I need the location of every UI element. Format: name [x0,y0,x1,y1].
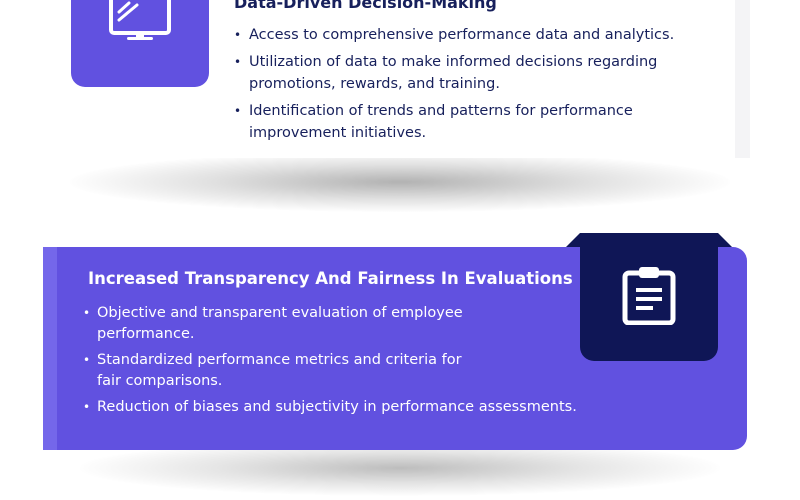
list-item: Reduction of biases and subjectivity in … [83,397,603,418]
card-accent-strip [43,247,57,450]
ribbon-fold [718,233,732,247]
list-item: Standardized performance metrics and cri… [83,350,477,392]
icon-tab [71,0,209,87]
list-item: Objective and transparent evaluation of … [83,303,477,345]
benefit-list: Access to comprehensive performance data… [234,24,714,149]
icon-tab [580,233,718,361]
list-item: Utilization of data to make informed dec… [234,51,714,95]
list-item: Identification of trends and patterns fo… [234,100,714,144]
section-title: Data-Driven Decision-Making [234,0,497,12]
section-title: Increased Transparency And Fairness In E… [88,269,573,288]
list-item: Access to comprehensive performance data… [234,24,714,46]
card-shadow [70,152,730,212]
card-edge [735,0,750,158]
benefit-list: Objective and transparent evaluation of … [83,303,603,423]
ribbon-fold [566,233,580,247]
